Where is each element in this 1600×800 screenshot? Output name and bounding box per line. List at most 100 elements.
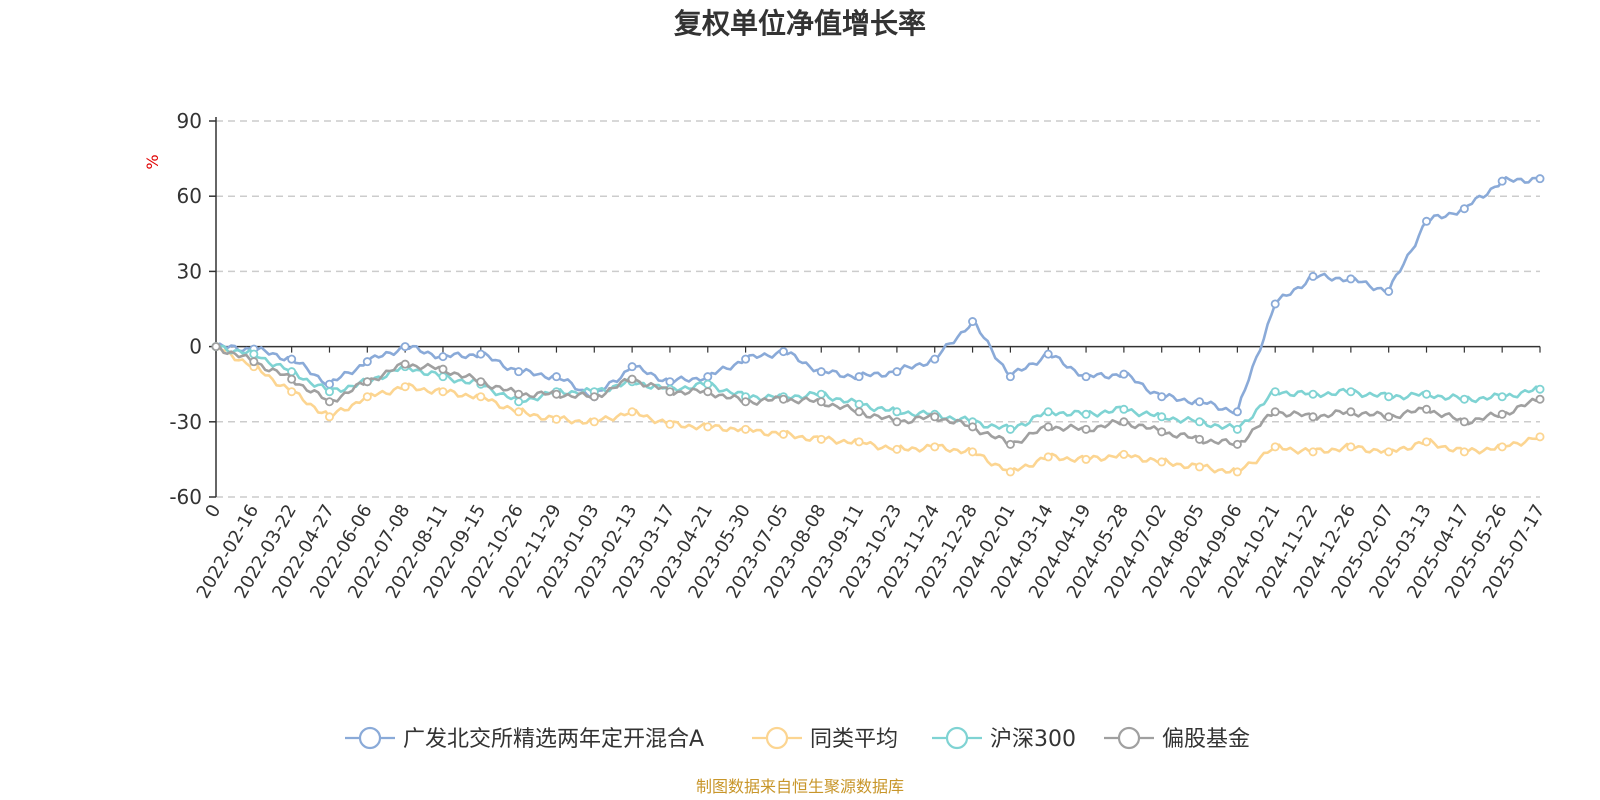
data-point (1308, 271, 1318, 281)
data-point (589, 392, 599, 402)
data-point (741, 354, 751, 364)
data-point (1422, 437, 1432, 447)
data-point (1119, 417, 1129, 427)
y-unit-label: % (143, 154, 162, 169)
data-point (1081, 372, 1091, 382)
data-point (438, 352, 448, 362)
data-point (816, 367, 826, 377)
data-point (1157, 412, 1167, 422)
data-point (816, 434, 826, 444)
data-point (778, 394, 788, 404)
data-point (476, 392, 486, 402)
grid-lines (216, 120, 1540, 498)
data-point (627, 407, 637, 417)
axes (215, 117, 1540, 497)
data-point (703, 372, 713, 382)
data-point (1497, 409, 1507, 419)
series-3 (211, 342, 1545, 449)
data-point (1535, 432, 1545, 442)
data-point (400, 342, 410, 352)
series-1 (211, 342, 1545, 477)
data-point (324, 412, 334, 422)
data-point (400, 359, 410, 369)
data-point (1081, 409, 1091, 419)
data-point (1270, 442, 1280, 452)
data-point (589, 417, 599, 427)
data-point (324, 397, 334, 407)
legend-item-1[interactable]: 同类平均 (752, 726, 898, 752)
data-point (287, 354, 297, 364)
legend-label: 广发北交所精选两年定开混合A (403, 727, 704, 752)
data-point (665, 419, 675, 429)
series-line (215, 176, 1541, 415)
data-point (930, 442, 940, 452)
chart-title: 复权单位净值增长率 (674, 7, 926, 40)
data-point (854, 437, 864, 447)
legend-item-2[interactable]: 沪深300 (932, 726, 1076, 752)
legend[interactable]: 广发北交所精选两年定开混合A 同类平均 沪深300 偏股基金 (345, 726, 1250, 752)
data-point (1005, 439, 1015, 449)
data-point (1043, 452, 1053, 462)
data-point (400, 382, 410, 392)
data-point (892, 444, 902, 454)
data-point (514, 367, 524, 377)
data-point (1232, 407, 1242, 417)
data-point (1081, 454, 1091, 464)
source-note: 制图数据来自恒生聚源数据库 (696, 777, 904, 796)
data-point (1422, 404, 1432, 414)
data-point (211, 342, 221, 352)
data-point (1346, 442, 1356, 452)
data-point (930, 354, 940, 364)
data-point (1157, 457, 1167, 467)
legend-marker (358, 726, 382, 750)
data-point (1459, 447, 1469, 457)
data-point (1497, 176, 1507, 186)
data-point (551, 414, 561, 424)
data-point (892, 367, 902, 377)
data-point (438, 364, 448, 374)
data-point (324, 379, 334, 389)
data-point (1195, 397, 1205, 407)
y-tick-label: 90 (177, 109, 202, 133)
data-point (1043, 422, 1053, 432)
data-point (627, 374, 637, 384)
data-point (514, 397, 524, 407)
x-tick-label: 0 (201, 501, 225, 521)
data-point (1119, 404, 1129, 414)
data-point (362, 357, 372, 367)
legend-label: 沪深300 (990, 727, 1076, 752)
data-point (892, 407, 902, 417)
data-point (249, 349, 259, 359)
data-point (1119, 369, 1129, 379)
data-point (514, 407, 524, 417)
data-point (362, 392, 372, 402)
legend-marker (945, 726, 969, 750)
legend-label: 偏股基金 (1162, 727, 1250, 752)
data-point (1346, 387, 1356, 397)
data-point (1535, 174, 1545, 184)
data-point (1497, 442, 1507, 452)
data-point (438, 387, 448, 397)
data-point (551, 372, 561, 382)
data-point (778, 347, 788, 357)
data-point (1157, 392, 1167, 402)
data-point (1346, 274, 1356, 284)
data-point (1005, 467, 1015, 477)
data-point (476, 377, 486, 387)
legend-item-3[interactable]: 偏股基金 (1104, 726, 1250, 752)
data-point (703, 379, 713, 389)
data-point (703, 422, 713, 432)
data-point (1270, 299, 1280, 309)
data-point (1535, 394, 1545, 404)
data-point (551, 389, 561, 399)
data-point (627, 362, 637, 372)
data-point (1422, 216, 1432, 226)
series-0 (211, 174, 1545, 417)
series-lines (211, 174, 1545, 477)
data-point (1195, 434, 1205, 444)
legend-item-0[interactable]: 广发北交所精选两年定开混合A (345, 726, 704, 752)
data-point (854, 407, 864, 417)
series-line (215, 345, 1541, 474)
y-tick-label: 60 (177, 184, 202, 208)
